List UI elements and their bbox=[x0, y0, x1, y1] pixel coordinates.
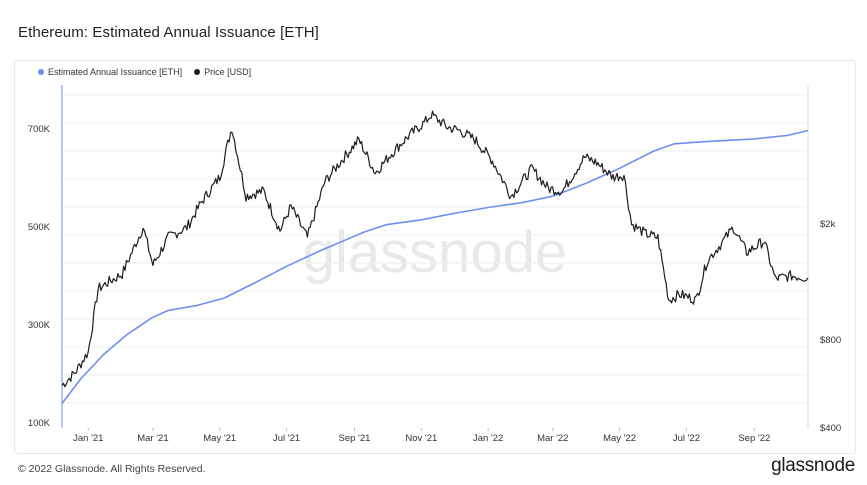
axes: 100K 300K 500K 700K $400 $800 $2k Jan '21 Mar '2… bbox=[28, 85, 841, 444]
legend-item-issuance[interactable]: Estimated Annual Issuance [ETH] bbox=[38, 67, 182, 77]
x-tick-label: May '22 bbox=[603, 433, 636, 444]
chart-panel bbox=[14, 60, 856, 454]
x-tick-label: Jul '22 bbox=[673, 433, 700, 444]
legend-price-label: Price [USD] bbox=[204, 67, 252, 77]
y-right-tick-label: $800 bbox=[820, 335, 841, 346]
x-tick-label: Sep '22 bbox=[738, 433, 770, 444]
x-tick-label: Mar '21 bbox=[137, 433, 168, 444]
watermark: glassnode bbox=[303, 220, 567, 285]
legend: Estimated Annual Issuance [ETH] Price [U… bbox=[38, 67, 251, 77]
brand-logo[interactable]: glassnode bbox=[771, 455, 855, 476]
series-line-price[interactable] bbox=[61, 110, 809, 388]
x-tick-label: Nov '21 bbox=[405, 433, 437, 444]
y-right-tick-label: $2k bbox=[820, 219, 836, 230]
y-left-tick-label: 300K bbox=[28, 320, 51, 331]
series-layer bbox=[61, 110, 809, 404]
gridlines bbox=[62, 94, 808, 404]
x-tick-label: Jan '22 bbox=[473, 433, 503, 444]
y-right-tick-label: $400 bbox=[820, 423, 841, 434]
x-tick-label: Sep '21 bbox=[339, 433, 371, 444]
legend-issuance-label: Estimated Annual Issuance [ETH] bbox=[48, 67, 183, 77]
x-tick-label: May '21 bbox=[203, 433, 236, 444]
page-title: Ethereum: Estimated Annual Issuance [ETH… bbox=[18, 24, 319, 41]
x-tick-label: Mar '22 bbox=[537, 433, 568, 444]
y-left-tick-label: 100K bbox=[28, 418, 51, 429]
x-tick-label: Jul '21 bbox=[273, 433, 300, 444]
y-left-tick-label: 500K bbox=[28, 222, 51, 233]
y-left-tick-label: 700K bbox=[28, 124, 51, 135]
legend-item-price[interactable]: Price [USD] bbox=[194, 67, 251, 77]
legend-issuance-swatch bbox=[38, 69, 44, 75]
series-line-issuance[interactable] bbox=[61, 129, 809, 404]
copyright-footer: © 2022 Glassnode. All Rights Reserved. bbox=[18, 463, 206, 475]
legend-price-swatch bbox=[194, 69, 201, 75]
x-tick-label: Jan '21 bbox=[73, 433, 103, 444]
